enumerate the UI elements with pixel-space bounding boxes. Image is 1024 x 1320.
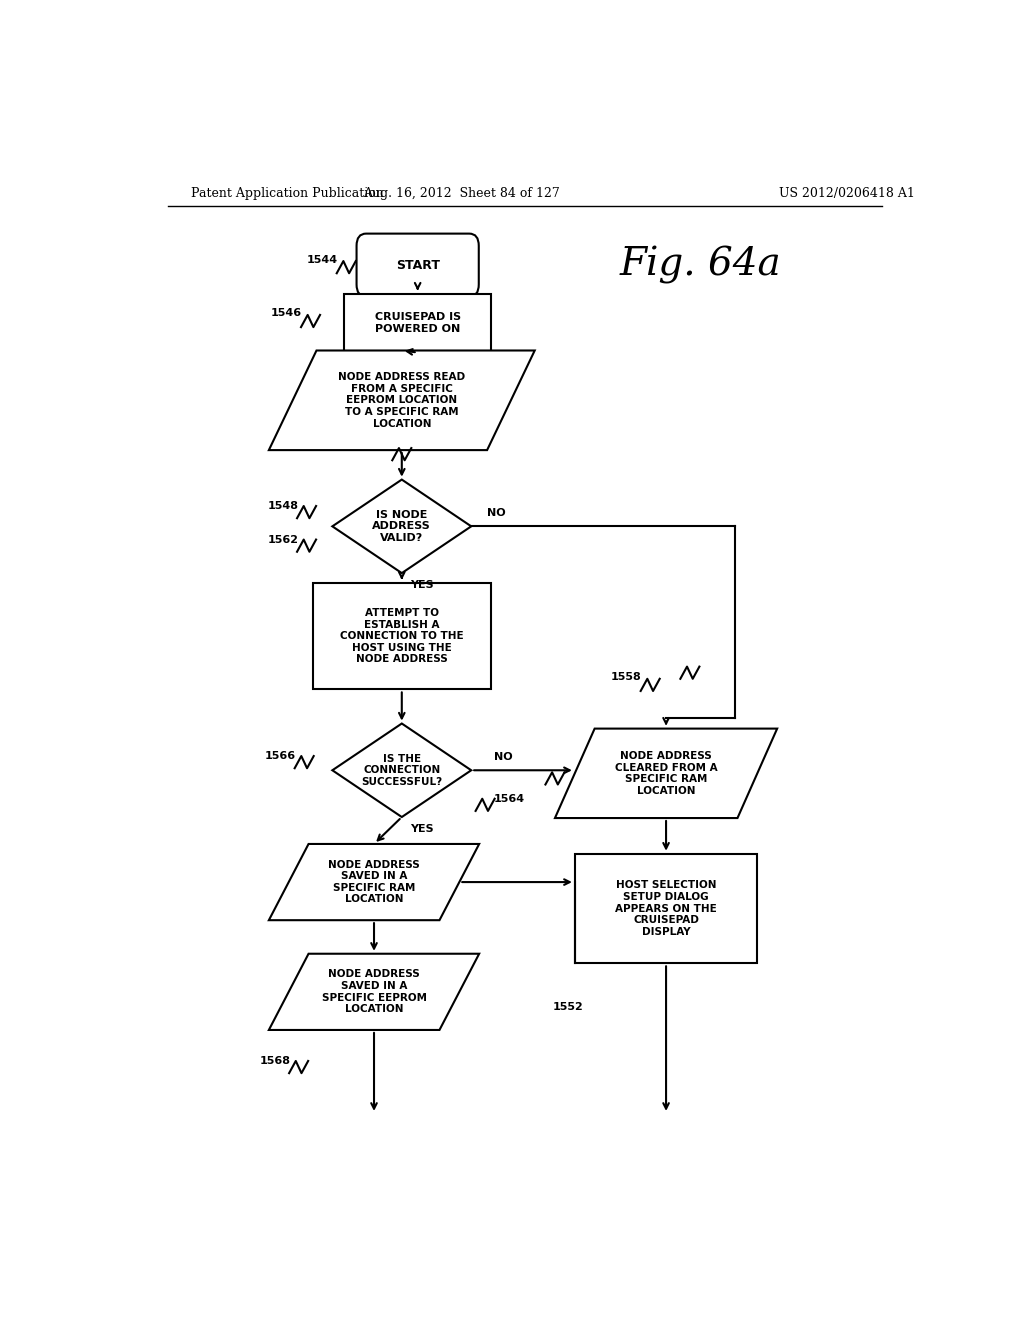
Bar: [574, 854, 758, 964]
Text: 1548: 1548: [267, 502, 298, 511]
Text: 1564: 1564: [494, 793, 524, 804]
Polygon shape: [269, 954, 479, 1030]
Text: NODE ADDRESS
SAVED IN A
SPECIFIC RAM
LOCATION: NODE ADDRESS SAVED IN A SPECIFIC RAM LOC…: [328, 859, 420, 904]
Text: YES: YES: [410, 581, 433, 590]
FancyBboxPatch shape: [356, 234, 479, 297]
Text: Patent Application Publication: Patent Application Publication: [191, 187, 384, 201]
Text: IS NODE
ADDRESS
VALID?: IS NODE ADDRESS VALID?: [373, 510, 431, 543]
Text: NODE ADDRESS READ
FROM A SPECIFIC
EEPROM LOCATION
TO A SPECIFIC RAM
LOCATION: NODE ADDRESS READ FROM A SPECIFIC EEPROM…: [338, 372, 465, 429]
Text: 1566: 1566: [265, 751, 296, 762]
Text: 1568: 1568: [259, 1056, 291, 1067]
Text: NODE ADDRESS
SAVED IN A
SPECIFIC EEPROM
LOCATION: NODE ADDRESS SAVED IN A SPECIFIC EEPROM …: [322, 969, 427, 1014]
Polygon shape: [555, 729, 777, 818]
Text: IS THE
CONNECTION
SUCCESSFUL?: IS THE CONNECTION SUCCESSFUL?: [361, 754, 442, 787]
Text: 1546: 1546: [271, 308, 302, 318]
Text: START: START: [395, 259, 439, 272]
Text: 1552: 1552: [553, 1002, 584, 1012]
Text: CRUISEPAD IS
POWERED ON: CRUISEPAD IS POWERED ON: [375, 313, 461, 334]
Text: US 2012/0206418 A1: US 2012/0206418 A1: [778, 187, 914, 201]
Text: NODE ADDRESS
CLEARED FROM A
SPECIFIC RAM
LOCATION: NODE ADDRESS CLEARED FROM A SPECIFIC RAM…: [614, 751, 718, 796]
Text: Aug. 16, 2012  Sheet 84 of 127: Aug. 16, 2012 Sheet 84 of 127: [362, 187, 560, 201]
Bar: [312, 582, 492, 689]
Text: 1562: 1562: [267, 535, 298, 545]
Polygon shape: [269, 843, 479, 920]
Text: NO: NO: [487, 508, 506, 519]
Polygon shape: [333, 479, 471, 573]
Bar: [344, 293, 492, 352]
Text: Fig. 64a: Fig. 64a: [620, 246, 781, 284]
Text: NO: NO: [494, 752, 512, 762]
Text: 1544: 1544: [307, 255, 338, 265]
Polygon shape: [333, 723, 471, 817]
Text: ATTEMPT TO
ESTABLISH A
CONNECTION TO THE
HOST USING THE
NODE ADDRESS: ATTEMPT TO ESTABLISH A CONNECTION TO THE…: [340, 609, 464, 664]
Text: 1558: 1558: [611, 672, 642, 681]
Polygon shape: [269, 351, 535, 450]
Text: YES: YES: [410, 824, 433, 834]
Text: HOST SELECTION
SETUP DIALOG
APPEARS ON THE
CRUISEPAD
DISPLAY: HOST SELECTION SETUP DIALOG APPEARS ON T…: [615, 880, 717, 937]
